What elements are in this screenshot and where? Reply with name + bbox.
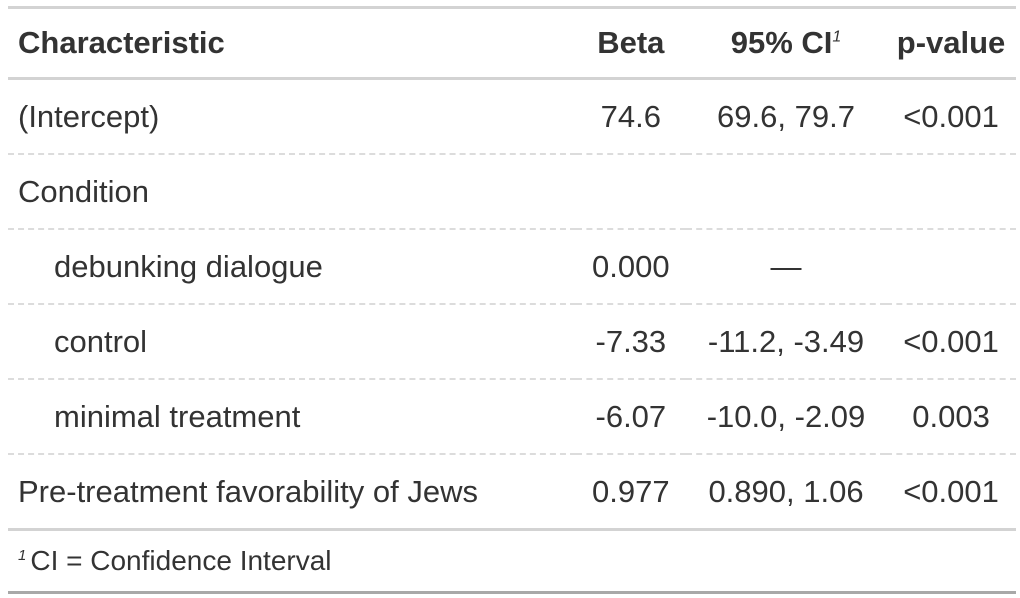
- row-p-value: <0.001: [886, 78, 1016, 155]
- regression-table: Characteristic Beta 95% CI1 p-value (Int…: [8, 6, 1016, 594]
- header-ci-label: 95% CI: [730, 25, 833, 60]
- row-label: debunking dialogue: [8, 229, 576, 305]
- footnote-text: CI = Confidence Interval: [30, 545, 332, 576]
- header-ci-footnote-mark: 1: [832, 28, 842, 46]
- row-beta: 74.6: [575, 78, 686, 155]
- row-beta: [575, 154, 686, 230]
- table-row: control -7.33 -11.2, -3.49 <0.001: [8, 304, 1016, 380]
- regression-table-container: Characteristic Beta 95% CI1 p-value (Int…: [8, 6, 1016, 594]
- footnote-mark: 1: [18, 546, 27, 564]
- row-ci: 0.890, 1.06: [685, 454, 887, 531]
- row-label: (Intercept): [8, 78, 576, 155]
- row-ci: -10.0, -2.09: [685, 379, 887, 455]
- header-p-value: p-value: [886, 7, 1016, 80]
- row-p-value: <0.001: [886, 454, 1016, 531]
- row-p-value: <0.001: [886, 304, 1016, 380]
- table-row: Condition: [8, 154, 1016, 230]
- table-row: Pre-treatment favorability of Jews 0.977…: [8, 454, 1016, 531]
- row-label: minimal treatment: [8, 379, 576, 455]
- row-ci: [685, 154, 887, 230]
- table-body: (Intercept) 74.6 69.6, 79.7 <0.001 Condi…: [8, 78, 1016, 531]
- footnote-row: 1 CI = Confidence Interval: [8, 530, 1016, 593]
- row-ci: —: [685, 229, 887, 305]
- row-ci: 69.6, 79.7: [685, 78, 887, 155]
- header-row: Characteristic Beta 95% CI1 p-value: [8, 7, 1016, 80]
- row-beta: 0.000: [575, 229, 686, 305]
- table-row: (Intercept) 74.6 69.6, 79.7 <0.001: [8, 78, 1016, 155]
- header-beta: Beta: [575, 7, 686, 80]
- row-beta: -7.33: [575, 304, 686, 380]
- table-footer: 1 CI = Confidence Interval: [8, 530, 1016, 593]
- table-header: Characteristic Beta 95% CI1 p-value: [8, 7, 1016, 80]
- row-p-value: [886, 229, 1016, 305]
- footnote: 1 CI = Confidence Interval: [8, 530, 1016, 593]
- header-characteristic: Characteristic: [8, 7, 576, 80]
- row-p-value: [886, 154, 1016, 230]
- row-label: Pre-treatment favorability of Jews: [8, 454, 576, 531]
- row-label: Condition: [8, 154, 576, 230]
- header-ci: 95% CI1: [685, 7, 887, 80]
- row-ci: -11.2, -3.49: [685, 304, 887, 380]
- table-row: debunking dialogue 0.000 —: [8, 229, 1016, 305]
- row-beta: 0.977: [575, 454, 686, 531]
- row-label: control: [8, 304, 576, 380]
- row-beta: -6.07: [575, 379, 686, 455]
- table-row: minimal treatment -6.07 -10.0, -2.09 0.0…: [8, 379, 1016, 455]
- row-p-value: 0.003: [886, 379, 1016, 455]
